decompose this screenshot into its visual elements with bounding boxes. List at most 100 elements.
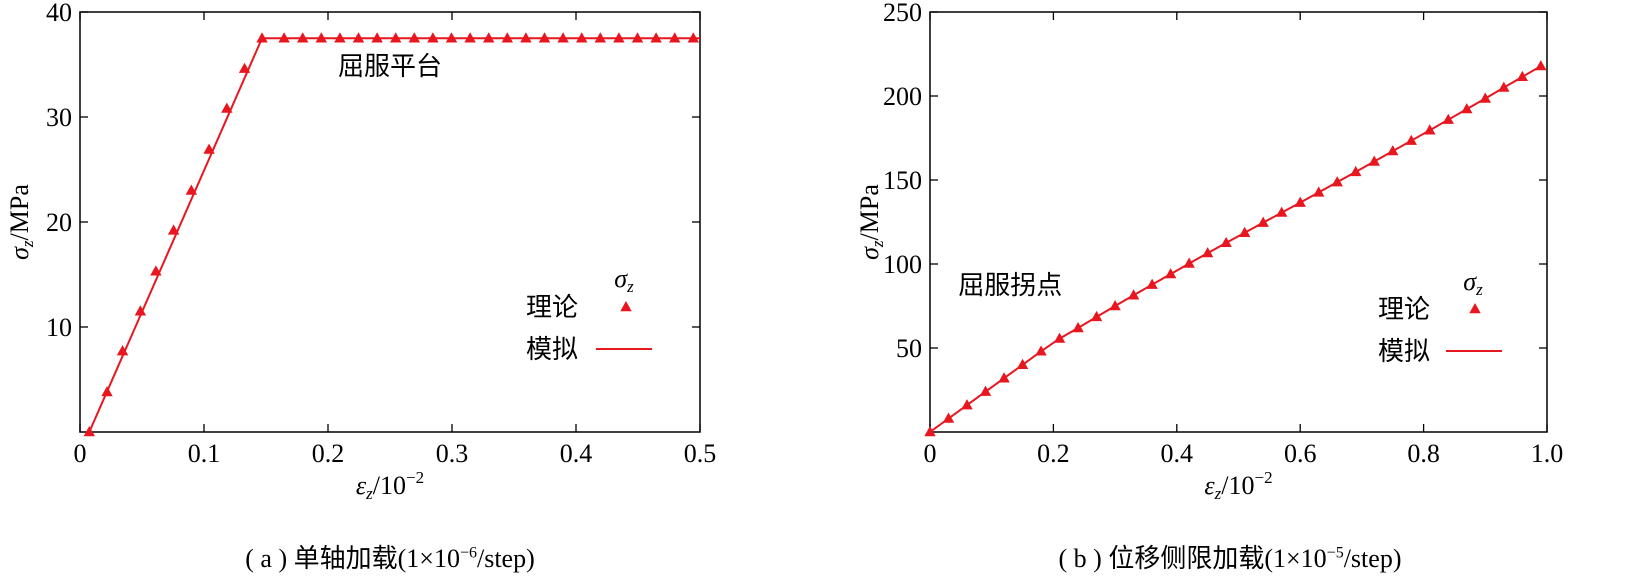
data-point-theory (203, 143, 215, 154)
data-point-theory (83, 426, 95, 437)
data-point-theory (520, 32, 532, 43)
caption-a: ( a ) 单轴加载(1×10−6/step) (245, 538, 534, 575)
caption-a-prefix: ( a ) (245, 544, 294, 573)
data-point-theory (167, 224, 180, 235)
data-point-theory (1220, 236, 1232, 248)
x-tick-label: 0 (924, 439, 937, 468)
data-point-theory (1072, 322, 1084, 333)
chart-b: 0 0.2 0.4 0.6 0.8 1.050100150200250εz/10−2σz/… (855, 0, 1563, 503)
y-tick-label: 10 (46, 313, 72, 342)
data-point-theory (352, 32, 365, 43)
data-point-theory (998, 372, 1010, 383)
data-point-theory (613, 32, 625, 43)
data-point-theory (501, 32, 514, 43)
data-point-theory (221, 102, 233, 113)
x-axis-title: εz/10−2 (1204, 468, 1272, 503)
caption-a-main: 单轴加载(1×10 (293, 544, 460, 573)
data-point-theory (576, 32, 588, 43)
x-axis-symbol: ε (1204, 471, 1215, 500)
legend-entry-theory: 理论 (526, 293, 578, 323)
data-point-theory (334, 32, 346, 43)
x-axis-rest: /10 (1221, 471, 1254, 500)
y-tick-label: 30 (46, 103, 72, 132)
data-point-theory (1405, 134, 1417, 145)
data-point-theory (961, 399, 973, 410)
chart-panel-b: 0 0.2 0.4 0.6 0.8 1.0 50 100 150 200 250 εz/10−2 σz/… (822, 0, 1647, 535)
x-axis-rest: /10 (373, 471, 406, 500)
data-point-theory (1164, 268, 1177, 279)
y-tick-label: 40 (46, 0, 72, 27)
data-point-theory (185, 184, 198, 195)
data-point-theory (1294, 196, 1306, 207)
data-point-theory (687, 32, 700, 43)
data-point-theory (256, 32, 268, 43)
x-tick-label: 0.2 (312, 439, 345, 468)
data-point-theory (464, 32, 476, 43)
data-point-theory (116, 345, 129, 356)
data-point-theory (538, 32, 551, 43)
caption-b-suffix: /step) (1343, 544, 1402, 573)
caption-b: ( b ) 位移侧限加载(1×10−5/step) (1059, 538, 1402, 575)
y-axis-sub: z (868, 240, 887, 248)
data-point-theory (924, 426, 936, 437)
y-axis-symbol: σ (855, 246, 884, 260)
caption-b-main: 位移侧限加载(1×10 (1108, 544, 1327, 573)
data-point-theory (1146, 278, 1158, 289)
data-point-theory (1275, 206, 1288, 217)
annotation-label: 屈服平台 (338, 52, 442, 82)
data-point-theory (1257, 216, 1269, 227)
data-point-theory (1350, 165, 1362, 177)
data-point-theory (278, 32, 290, 43)
data-point-theory (1331, 176, 1343, 187)
x-axis-title: εz/10−2 (356, 468, 424, 503)
legend-entry-theory: 理论 (1378, 295, 1430, 325)
legend-title-symbol: σ (614, 264, 628, 293)
caption-a-suffix: /step) (476, 544, 535, 573)
legend-title: σz (1463, 267, 1483, 299)
data-point-theory (1498, 81, 1510, 92)
legend-title: σz (614, 264, 634, 296)
legend-marker-triangle (1469, 303, 1481, 314)
y-tick-label: 20 (46, 208, 72, 237)
legend-title-symbol: σ (1463, 267, 1477, 296)
y-axis-symbol: σ (5, 246, 34, 260)
caption-a-sup: −6 (459, 544, 477, 562)
data-point-theory (557, 32, 569, 43)
y-tick-label: 250 (883, 0, 922, 27)
data-point-theory (1127, 289, 1140, 300)
data-point-theory (1313, 186, 1325, 197)
series-line-simulation (929, 65, 1542, 433)
annotation-label: 屈服拐点 (958, 271, 1062, 301)
y-tick-label: 50 (896, 334, 922, 363)
x-tick-label: 0.3 (436, 439, 469, 468)
legend-marker-triangle (620, 301, 632, 312)
y-tick-label: 150 (883, 166, 922, 195)
legend-title-sub: z (1475, 280, 1483, 299)
data-point-theory (1109, 300, 1121, 311)
data-point-theory (1535, 60, 1547, 71)
x-axis-symbol: ε (356, 471, 367, 500)
data-point-theory (390, 32, 402, 43)
y-tick-label: 200 (883, 82, 922, 111)
chart-panel-a: 0 0.1 0.2 0.3 0.4 0.5 10 20 30 40 εz/10−2 σz/MPa 屈服平… (0, 0, 800, 535)
x-tick-label: 0.5 (684, 439, 717, 468)
legend-entry-simulation: 模拟 (526, 335, 578, 365)
data-point-theory (134, 305, 147, 316)
x-tick-label: 0.2 (1037, 439, 1070, 468)
x-axis-sup: −2 (406, 468, 424, 487)
data-point-theory (1442, 113, 1454, 124)
data-point-theory (297, 32, 309, 43)
data-point-theory (650, 32, 662, 43)
data-point-theory (1479, 92, 1491, 103)
y-tick-label: 100 (883, 250, 922, 279)
caption-b-sup: −5 (1326, 544, 1344, 562)
x-tick-label: 0.6 (1284, 439, 1317, 468)
x-axis-sub: z (1214, 484, 1222, 503)
data-point-theory (1183, 257, 1195, 268)
y-axis-rest: /MPa (855, 184, 884, 241)
data-point-theory (315, 32, 328, 43)
data-point-theory (1238, 226, 1251, 237)
x-tick-label: 0.1 (188, 439, 221, 468)
data-point-theory (483, 32, 495, 43)
plot-frame (929, 11, 1548, 433)
